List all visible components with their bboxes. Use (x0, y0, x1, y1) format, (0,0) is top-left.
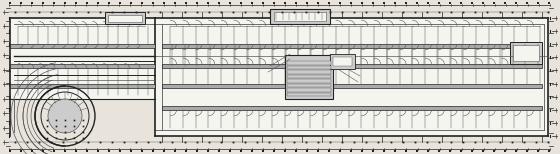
Bar (333, 57, 352, 66)
Bar (287, 65, 331, 69)
Bar (510, 42, 542, 64)
Bar (162, 84, 542, 88)
Bar (108, 15, 142, 22)
Bar (330, 54, 355, 69)
Bar (287, 88, 331, 91)
Bar (10, 84, 155, 88)
Bar (287, 83, 331, 87)
Bar (162, 44, 542, 48)
Bar (10, 44, 155, 48)
Bar (287, 93, 331, 96)
Bar (285, 55, 333, 99)
Bar (287, 70, 331, 73)
Circle shape (48, 99, 82, 133)
Bar (10, 18, 155, 99)
Bar (274, 12, 326, 21)
Bar (513, 45, 539, 61)
Bar (270, 9, 330, 24)
Bar (287, 79, 331, 83)
Bar (287, 75, 331, 78)
Bar (155, 18, 548, 136)
Bar (287, 61, 331, 65)
Bar (162, 106, 542, 110)
Bar (162, 64, 542, 68)
Bar (105, 12, 145, 24)
Bar (10, 64, 155, 68)
